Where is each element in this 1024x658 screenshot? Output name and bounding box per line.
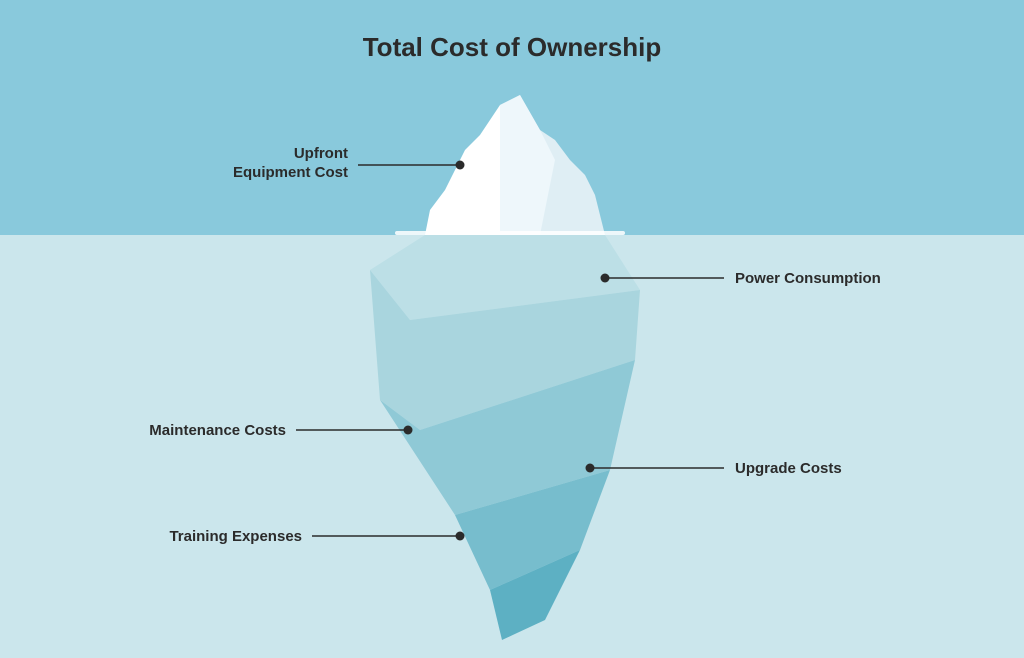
waterline-highlight <box>395 231 625 235</box>
label-power-consumption: Power Consumption <box>735 270 881 289</box>
label-training-expenses: Training Expenses <box>169 528 302 547</box>
diagram-title: Total Cost of Ownership <box>0 32 1024 63</box>
label-upgrade-costs: Upgrade Costs <box>735 460 842 479</box>
label-maintenance-costs: Maintenance Costs <box>149 422 286 441</box>
label-upfront-equipment-cost: Upfront Equipment Cost <box>233 145 348 183</box>
water-region <box>0 235 1024 658</box>
